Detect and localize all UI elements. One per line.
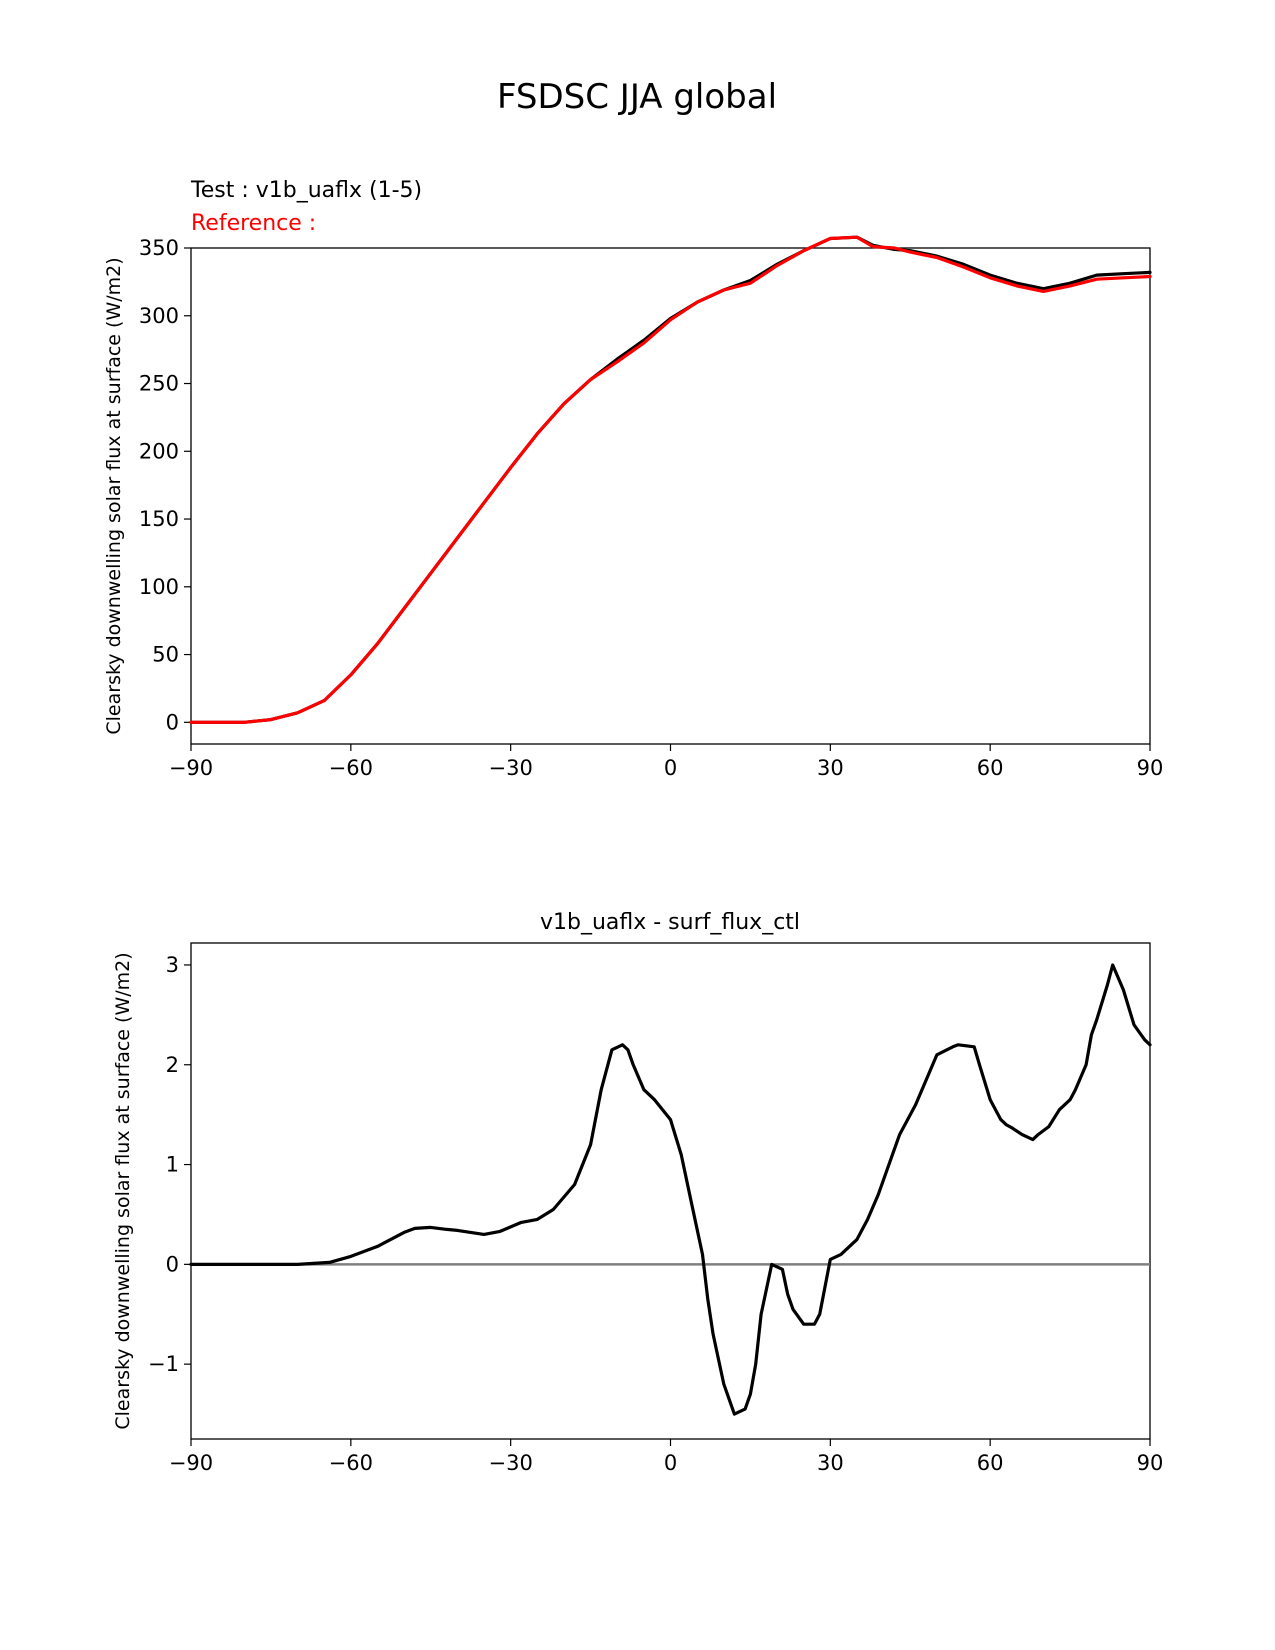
bottom-ytick-label: 3 <box>166 953 179 977</box>
top-series <box>189 235 1152 724</box>
top-ytick-label: 300 <box>139 304 179 328</box>
top-ylabel: Clearsky downwelling solar flux at surfa… <box>103 257 125 734</box>
bottom-ytick-label: 1 <box>166 1153 179 1177</box>
top-ytick-label: 350 <box>139 236 179 260</box>
figure-title: FSDSC JJA global <box>497 77 777 117</box>
series-line-reference <box>189 235 1152 724</box>
bottom-ytick-label: −1 <box>148 1352 179 1376</box>
bottom-xtick-label: 0 <box>664 1451 677 1475</box>
bottom-xtick-label: −30 <box>489 1451 533 1475</box>
top-ytick-label: 50 <box>152 643 179 667</box>
series-line-difference <box>189 963 1152 1416</box>
test-label: Test : v1b_uaflx (1-5) <box>190 178 422 203</box>
top-ytick-label: 200 <box>139 439 179 463</box>
bottom-plot-frame <box>190 942 1151 1440</box>
top-xtick-label: 0 <box>664 756 677 780</box>
bottom-xtick-label: 60 <box>977 1451 1004 1475</box>
bottom-ylabel: Clearsky downwelling solar flux at surfa… <box>112 952 134 1429</box>
bottom-series <box>189 963 1152 1416</box>
top-xtick-label: −60 <box>329 756 373 780</box>
reference-label: Reference : <box>191 211 316 236</box>
top-xtick-label: −90 <box>169 756 213 780</box>
bottom-xtick-label: −90 <box>169 1451 213 1475</box>
top-ticks: −90 −60 −30 0 30 60 90 0 50 100 150 200 250 300 350 <box>139 236 1163 780</box>
top-ytick-label: 250 <box>139 372 179 396</box>
top-ytick-label: 150 <box>139 507 179 531</box>
top-panel: Test : v1b_uaflx (1-5) Reference : Clear… <box>103 178 1163 780</box>
bottom-xtick-label: 30 <box>817 1451 844 1475</box>
bottom-xtick-label: 90 <box>1137 1451 1164 1475</box>
top-xtick-label: 30 <box>817 756 844 780</box>
top-xtick-label: 90 <box>1137 756 1164 780</box>
bottom-xtick-label: −60 <box>329 1451 373 1475</box>
bottom-title: v1b_uaflx - surf_flux_ctl <box>540 910 800 935</box>
bottom-panel: v1b_uaflx - surf_flux_ctl Clearsky downw… <box>112 910 1163 1475</box>
top-ytick-label: 0 <box>166 710 179 734</box>
bottom-ytick-label: 2 <box>166 1053 179 1077</box>
top-plot-frame <box>190 247 1151 745</box>
bottom-ticks: −90 −60 −30 0 30 60 90 −1 0 1 2 3 <box>148 953 1163 1475</box>
top-xtick-label: −30 <box>489 756 533 780</box>
top-ytick-label: 100 <box>139 575 179 599</box>
bottom-ytick-label: 0 <box>166 1252 179 1276</box>
series-line-test <box>189 235 1152 724</box>
top-xtick-label: 60 <box>977 756 1004 780</box>
